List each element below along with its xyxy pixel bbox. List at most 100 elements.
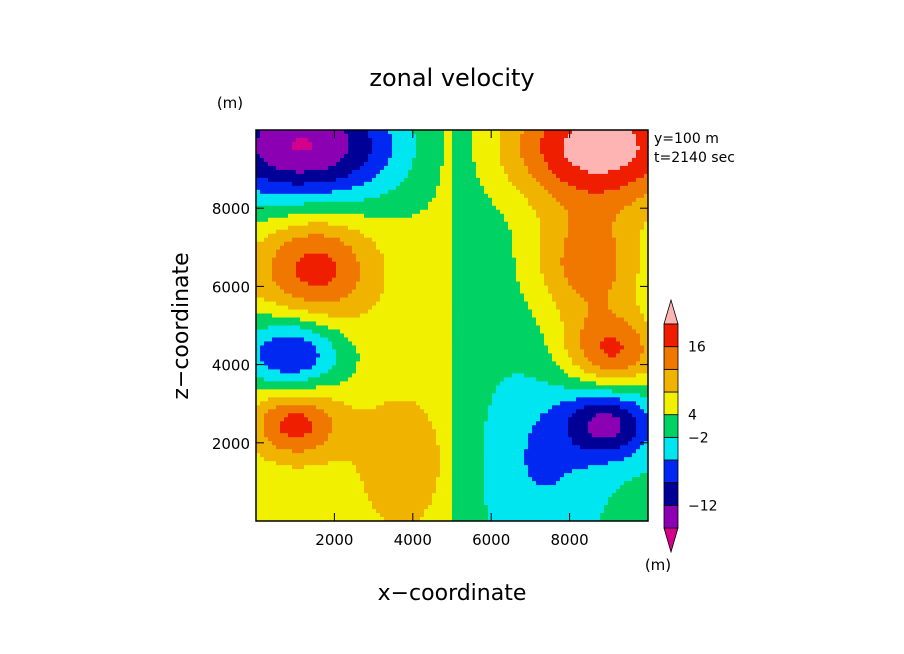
contour-cell bbox=[304, 145, 309, 151]
contour-cell bbox=[332, 209, 337, 215]
contour-cell bbox=[296, 161, 301, 167]
contour-cell bbox=[376, 321, 381, 327]
contour-cell bbox=[360, 241, 365, 247]
contour-cell bbox=[500, 209, 505, 215]
contour-cell bbox=[432, 133, 437, 139]
contour-cell bbox=[412, 269, 417, 275]
contour-cell bbox=[464, 169, 469, 175]
contour-cell bbox=[348, 313, 353, 319]
contour-cell bbox=[420, 237, 425, 243]
contour-cell bbox=[296, 197, 301, 203]
contour-cell bbox=[536, 133, 541, 139]
contour-cell bbox=[532, 149, 537, 155]
contour-cell bbox=[536, 205, 541, 211]
contour-cell bbox=[360, 297, 365, 303]
contour-cell bbox=[400, 217, 405, 223]
contour-cell bbox=[276, 261, 281, 267]
contour-cell bbox=[572, 221, 577, 227]
contour-cell bbox=[488, 273, 493, 279]
contour-cell bbox=[352, 241, 357, 247]
contour-cell bbox=[600, 245, 605, 251]
contour-cell bbox=[544, 313, 549, 319]
contour-cell bbox=[488, 293, 493, 299]
contour-cell bbox=[324, 185, 329, 191]
contour-cell bbox=[384, 273, 389, 279]
contour-cell bbox=[448, 133, 453, 139]
contour-cell bbox=[604, 321, 609, 327]
contour-cell bbox=[280, 165, 285, 171]
contour-cell bbox=[436, 130, 441, 135]
contour-cell bbox=[472, 201, 477, 207]
contour-cell bbox=[468, 201, 473, 207]
contour-cell bbox=[340, 209, 345, 215]
contour-cell bbox=[604, 301, 609, 307]
contour-cell bbox=[408, 141, 413, 147]
contour-cell bbox=[348, 261, 353, 267]
contour-cell bbox=[472, 317, 477, 323]
contour-cell bbox=[284, 257, 289, 263]
contour-cell bbox=[516, 277, 521, 283]
contour-cell bbox=[360, 193, 365, 199]
contour-cell bbox=[564, 137, 569, 143]
contour-cell bbox=[444, 169, 449, 175]
contour-cell bbox=[328, 153, 333, 159]
contour-cell bbox=[472, 205, 477, 211]
contour-cell bbox=[288, 205, 293, 211]
contour-cell bbox=[332, 233, 337, 239]
contour-cell bbox=[460, 317, 465, 323]
contour-cell bbox=[628, 237, 633, 243]
contour-cell bbox=[436, 241, 441, 247]
contour-cell bbox=[484, 261, 489, 267]
contour-cell bbox=[524, 185, 529, 191]
contour-cell bbox=[640, 253, 645, 259]
contour-cell bbox=[316, 301, 321, 307]
contour-cell bbox=[508, 233, 513, 239]
contour-cell bbox=[424, 157, 429, 163]
contour-cell bbox=[600, 253, 605, 259]
contour-cell bbox=[296, 169, 301, 175]
contour-cell bbox=[380, 269, 385, 275]
contour-cell bbox=[548, 269, 553, 275]
contour-cell bbox=[480, 173, 485, 179]
contour-cell bbox=[516, 237, 521, 243]
contour-cell bbox=[548, 249, 553, 255]
contour-cell bbox=[464, 285, 469, 291]
contour-cell bbox=[296, 185, 301, 191]
contour-cell bbox=[424, 221, 429, 227]
contour-cell bbox=[320, 233, 325, 239]
contour-cell bbox=[644, 317, 648, 323]
contour-cell bbox=[632, 277, 637, 283]
contour-cell bbox=[540, 273, 545, 279]
contour-cell bbox=[488, 225, 493, 231]
contour-cell bbox=[264, 317, 269, 323]
contour-cell bbox=[628, 261, 633, 267]
contour-cell bbox=[392, 281, 397, 287]
contour-cell bbox=[320, 325, 325, 331]
contour-cell bbox=[632, 241, 637, 247]
contour-cell bbox=[568, 305, 573, 311]
contour-cell bbox=[428, 309, 433, 315]
contour-cell bbox=[496, 277, 501, 283]
contour-cell bbox=[348, 213, 353, 219]
contour-cell bbox=[412, 181, 417, 187]
contour-cell bbox=[424, 237, 429, 243]
contour-cell bbox=[320, 157, 325, 163]
contour-cell bbox=[384, 173, 389, 179]
contour-cell bbox=[412, 165, 417, 171]
contour-cell bbox=[464, 241, 469, 247]
contour-cell bbox=[400, 145, 405, 151]
contour-cell bbox=[284, 137, 289, 143]
contour-cell bbox=[328, 261, 333, 267]
contour-cell bbox=[344, 309, 349, 315]
contour-cell bbox=[308, 249, 313, 255]
contour-cell bbox=[428, 177, 433, 183]
contour-cell bbox=[548, 205, 553, 211]
contour-cell bbox=[356, 269, 361, 275]
contour-cell bbox=[644, 221, 648, 227]
contour-cell bbox=[320, 153, 325, 159]
contour-cell bbox=[636, 189, 641, 195]
contour-cell bbox=[300, 157, 305, 163]
contour-cell bbox=[536, 277, 541, 283]
contour-cell bbox=[260, 325, 265, 331]
contour-cell bbox=[368, 329, 373, 335]
